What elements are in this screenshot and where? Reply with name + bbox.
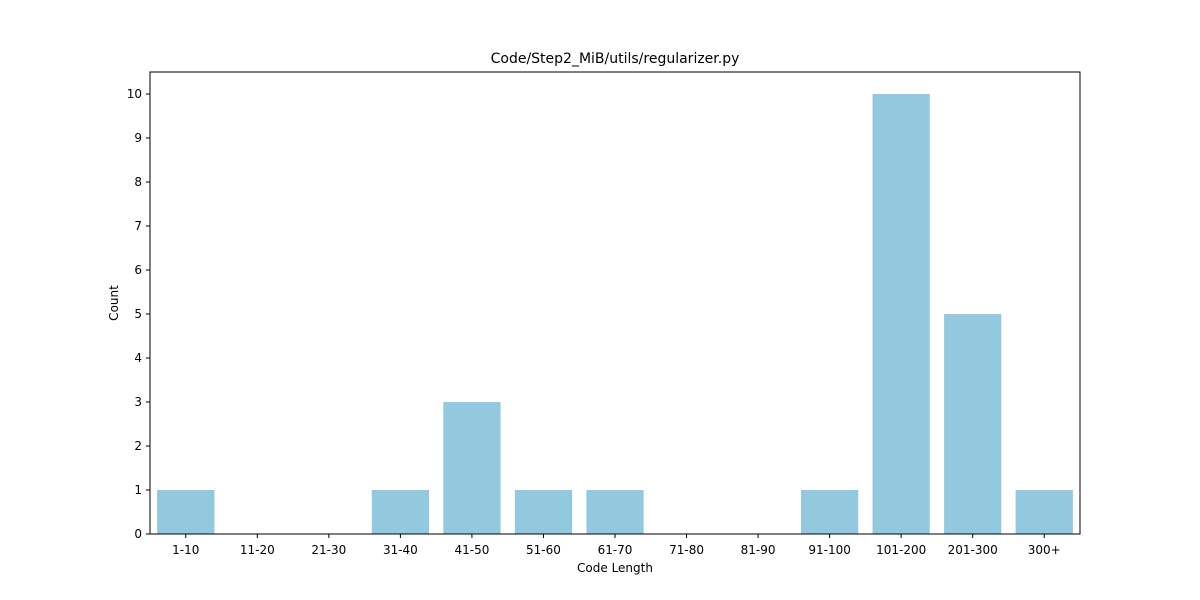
y-axis: 0 1 2 3 4 5 6 7 8 9 10 [127,87,150,541]
x-tick-label: 51-60 [526,543,561,557]
x-tick-label: 201-300 [948,543,998,557]
x-tick-label: 11-20 [240,543,275,557]
y-axis-label: Count [107,285,121,321]
x-tick-label: 41-50 [454,543,489,557]
bar-201-300 [944,314,1002,534]
x-tick-label: 21-30 [311,543,346,557]
y-tick-label: 6 [134,263,142,277]
bar-1-10 [157,490,215,534]
chart-title: Code/Step2_MiB/utils/regularizer.py [491,51,740,67]
y-tick-label: 9 [134,131,142,145]
bar-91-100 [801,490,859,534]
y-tick-label: 0 [134,527,142,541]
y-tick-label: 4 [134,351,142,365]
x-axis: 1-10 11-20 21-30 31-40 41-50 51-60 61-70 71-80 8… [172,534,1061,557]
y-tick-label: 7 [134,219,142,233]
x-tick-label: 101-200 [876,543,926,557]
x-tick-label: 1-10 [172,543,199,557]
x-axis-label: Code Length [577,561,653,575]
plot-frame [149,71,1081,535]
x-tick-label: 71-80 [669,543,704,557]
x-tick-label: 81-90 [741,543,776,557]
bar-101-200 [872,94,930,534]
bar-51-60 [514,490,573,534]
y-tick-label: 1 [134,483,142,497]
y-tick-label: 3 [134,395,142,409]
bars-group [157,94,1073,534]
bar-300+ [1015,490,1073,534]
bar-31-40 [371,490,429,534]
bar-61-70 [586,490,644,534]
x-tick-label: 61-70 [598,543,633,557]
x-tick-label: 300+ [1028,543,1061,557]
bar-41-50 [443,402,501,534]
y-tick-label: 2 [134,439,142,453]
x-tick-label: 31-40 [383,543,418,557]
y-tick-label: 8 [134,175,142,189]
x-tick-label: 91-100 [808,543,851,557]
y-tick-label: 5 [134,307,142,321]
y-tick-label: 10 [127,87,142,101]
